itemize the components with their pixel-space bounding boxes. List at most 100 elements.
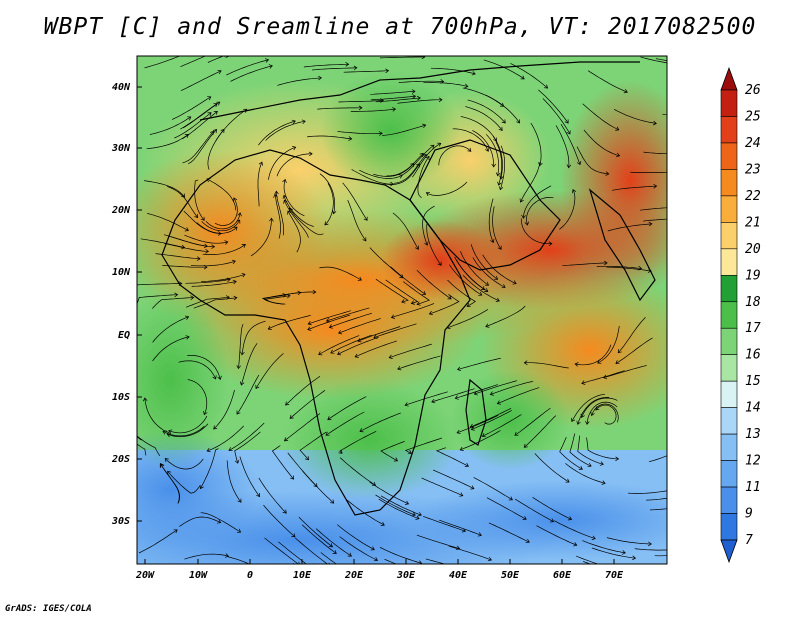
streamline-arrow <box>282 509 287 514</box>
streamline <box>164 243 209 252</box>
streamline-arrow <box>237 498 242 503</box>
streamline-arrow <box>291 533 296 538</box>
streamline <box>474 380 518 395</box>
streamline <box>258 477 287 514</box>
streamline <box>591 547 636 559</box>
streamline-arrow <box>325 431 330 436</box>
streamline-arrow <box>196 256 201 261</box>
streamline-arrow <box>691 503 694 507</box>
streamline <box>634 548 667 551</box>
streamline-arrow <box>493 275 499 280</box>
streamline <box>152 336 190 362</box>
streamline-arrow <box>407 450 412 455</box>
colorbar-label: 24 <box>745 136 761 151</box>
streamline <box>160 464 180 504</box>
streamline <box>597 325 620 364</box>
streamline <box>643 151 667 155</box>
streamline-arrow <box>523 443 528 448</box>
streamline-arrow <box>264 58 270 63</box>
streamline-arrow <box>292 146 297 151</box>
streamline-arrow <box>168 429 173 434</box>
streamline <box>385 279 419 304</box>
streamline <box>397 99 442 104</box>
streamline-arrow <box>217 375 222 381</box>
streamline-arrow <box>674 444 678 447</box>
streamline <box>164 458 204 470</box>
streamline-arrow <box>359 428 364 433</box>
streamline <box>587 70 628 93</box>
streamline <box>144 56 181 69</box>
streamline-arrow <box>308 151 313 157</box>
streamline-arrow <box>495 172 501 177</box>
streamline <box>144 397 170 434</box>
streamline-arrow <box>404 402 409 407</box>
streamline <box>284 413 321 442</box>
streamline-arrow <box>373 557 379 562</box>
streamline <box>426 223 442 266</box>
streamline <box>226 460 242 503</box>
streamline-arrow <box>415 245 419 250</box>
streamline <box>423 515 466 532</box>
streamline <box>240 343 258 386</box>
streamline <box>336 524 375 551</box>
streamline-arrow <box>354 353 359 358</box>
streamline <box>234 431 261 464</box>
streamline <box>582 103 619 131</box>
streamline <box>404 391 448 406</box>
colorbar-label: 11 <box>745 480 761 495</box>
streamline <box>202 244 246 255</box>
lat-tick-label: EQ <box>118 330 130 341</box>
streamline <box>339 430 377 454</box>
streamline <box>180 56 207 68</box>
streamline-arrow <box>199 484 204 490</box>
streamline <box>308 310 352 325</box>
streamline <box>538 89 569 124</box>
streamline-arrow <box>237 212 242 217</box>
lat-tick-label: 40N <box>112 82 131 93</box>
streamline-arrow <box>240 351 245 356</box>
streamline <box>264 537 299 564</box>
streamline <box>379 56 425 59</box>
streamline <box>486 497 527 520</box>
streamline-arrow <box>290 475 294 480</box>
colorbar-label: 9 <box>745 507 753 522</box>
colorbar-swatch <box>720 142 738 170</box>
colorbar-swatch <box>720 486 738 514</box>
streamline <box>278 541 307 564</box>
streamline <box>325 411 365 436</box>
streamline-arrow <box>268 64 273 69</box>
colorbar-swatch <box>720 407 738 435</box>
streamline <box>185 296 230 308</box>
streamline-arrow <box>258 161 264 166</box>
streamline <box>184 234 228 244</box>
streamline <box>648 455 667 463</box>
streamline-arrow <box>243 108 248 113</box>
streamline-arrow <box>285 401 290 406</box>
streamline-arrow <box>477 532 482 537</box>
streamline <box>226 59 269 76</box>
streamline-arrow <box>256 492 261 498</box>
streamline <box>446 309 489 329</box>
streamline <box>224 56 227 57</box>
streamline <box>163 234 208 247</box>
streamline-arrow <box>501 284 506 289</box>
streamline <box>571 393 606 422</box>
streamline <box>274 194 281 239</box>
streamline-arrow <box>327 416 332 421</box>
streamline-arrow <box>310 566 314 569</box>
streamline-arrow <box>236 410 241 415</box>
streamline <box>214 197 238 226</box>
streamline-arrow <box>216 101 221 106</box>
colorbar-swatch <box>720 116 738 144</box>
streamline-arrow <box>328 543 333 548</box>
streamline-arrow <box>307 320 312 326</box>
streamline-arrow <box>362 237 367 242</box>
colorbar-label: 21 <box>745 215 761 230</box>
streamline <box>439 519 482 536</box>
streamline-arrow <box>484 288 489 292</box>
streamline-arrow <box>404 500 410 505</box>
streamline-arrow <box>416 301 421 306</box>
streamline-arrow <box>469 423 475 429</box>
colorbar-swatch <box>720 460 738 488</box>
